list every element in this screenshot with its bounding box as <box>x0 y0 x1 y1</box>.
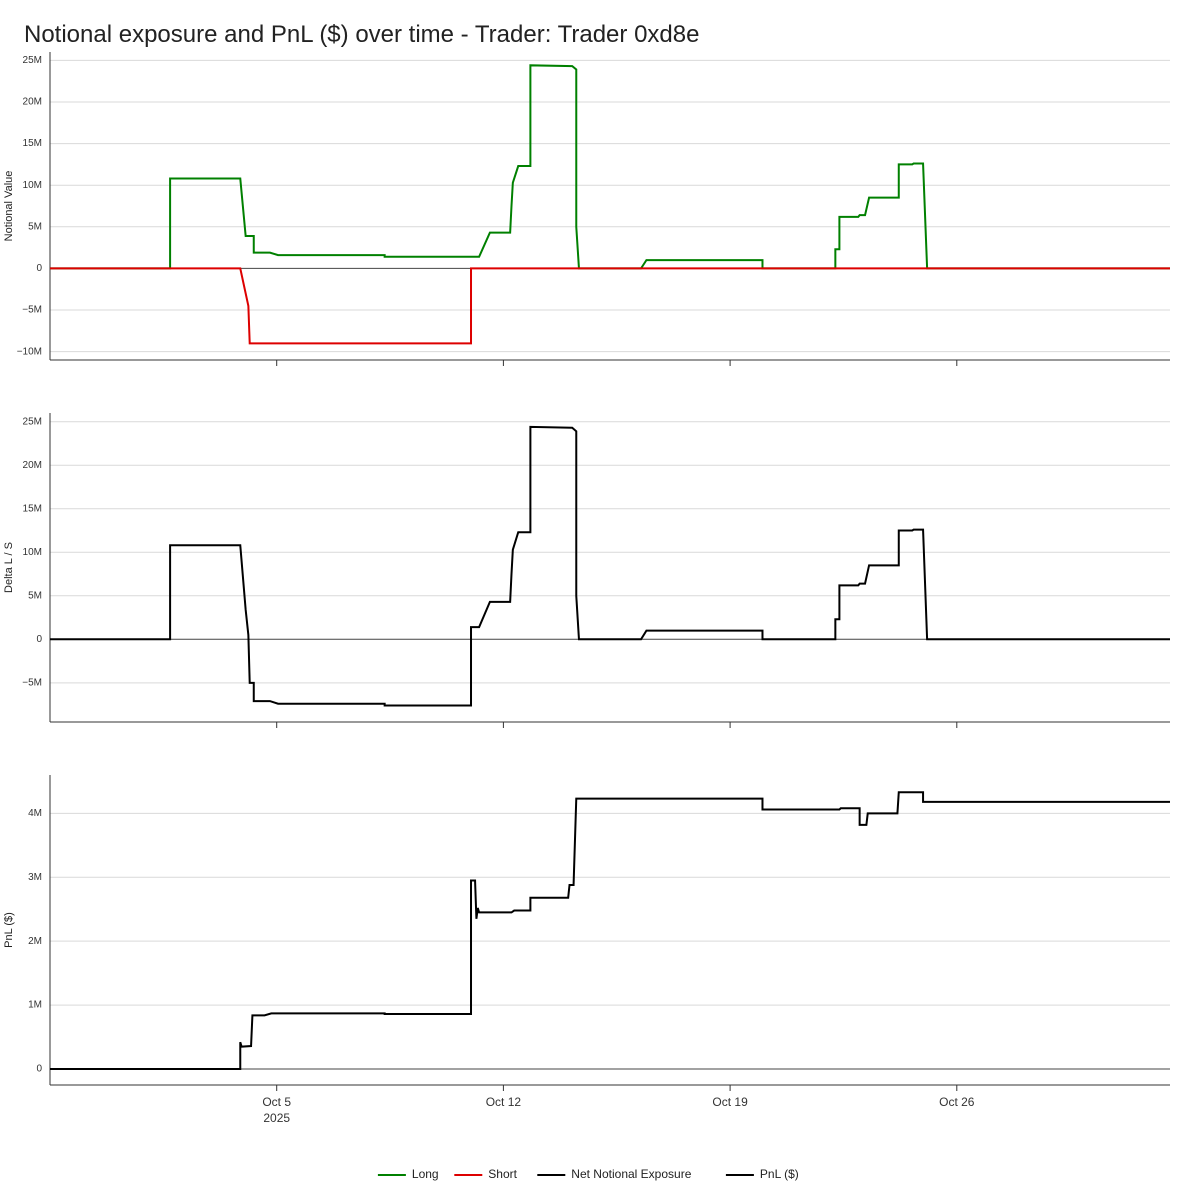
y-tick-label: 5M <box>28 221 42 232</box>
y-tick-label: 4M <box>28 808 42 819</box>
x-tick-sublabel: 2025 <box>263 1111 290 1125</box>
y-tick-label: 3M <box>28 872 42 883</box>
series-line-pnl <box>50 791 1170 1071</box>
y-axis-label: PnL ($) <box>3 912 15 948</box>
legend-item: Short <box>454 1167 518 1181</box>
y-tick-label: 0 <box>36 1064 42 1075</box>
y-tick-label: 0 <box>36 263 42 274</box>
y-tick-label: −5M <box>22 677 42 688</box>
y-axis-label: Delta L / S <box>3 542 15 593</box>
y-axis-label: Notional Value <box>3 171 15 242</box>
legend: Long Short Net Notional Exposure PnL ($) <box>377 1167 799 1181</box>
panel-2: 25M 20M 15M 10M 5M 0 −5M Delta L / S <box>3 413 1170 728</box>
y-tick-label: 5M <box>28 590 42 601</box>
x-tick-label: Oct 19 <box>712 1095 748 1109</box>
x-axis: Oct 5 2025 Oct 12 Oct 19 Oct 26 <box>262 1095 974 1125</box>
y-tick-label: 15M <box>23 503 42 514</box>
y-tick-label: 2M <box>28 936 42 947</box>
legend-label: PnL ($) <box>760 1167 799 1181</box>
legend-item: Long <box>377 1167 439 1181</box>
legend-label: Long <box>412 1167 439 1181</box>
series-line-net-notional-exposure <box>50 425 1170 707</box>
y-tick-label: 1M <box>28 1000 42 1011</box>
y-tick-label: 25M <box>23 55 42 66</box>
legend-item: PnL ($) <box>725 1167 799 1181</box>
y-tick-label: 10M <box>23 547 42 558</box>
y-tick-label: 20M <box>23 460 42 471</box>
y-tick-label: 25M <box>23 416 42 427</box>
y-tick-label: 15M <box>23 138 42 149</box>
x-tick-label: Oct 5 <box>262 1095 291 1109</box>
y-tick-label: 0 <box>36 634 42 645</box>
series-line-long <box>50 64 1170 270</box>
legend-label: Short <box>488 1167 517 1181</box>
y-tick-label: −10M <box>17 346 42 357</box>
y-tick-label: 20M <box>23 97 42 108</box>
chart-title: Notional exposure and PnL ($) over time … <box>24 21 699 48</box>
y-tick-label: −5M <box>22 305 42 316</box>
x-tick-label: Oct 12 <box>486 1095 522 1109</box>
y-tick-label: 10M <box>23 180 42 191</box>
series-line-short <box>50 267 1170 345</box>
panel-3: 4M 3M 2M 1M 0 PnL ($) <box>3 775 1170 1091</box>
legend-item: Net Notional Exposure <box>537 1167 692 1181</box>
legend-label: Net Notional Exposure <box>571 1167 691 1181</box>
panel-1: 25M 20M 15M 10M 5M 0 −5M −10M Notional Value <box>3 52 1170 366</box>
x-tick-label: Oct 26 <box>939 1095 975 1109</box>
